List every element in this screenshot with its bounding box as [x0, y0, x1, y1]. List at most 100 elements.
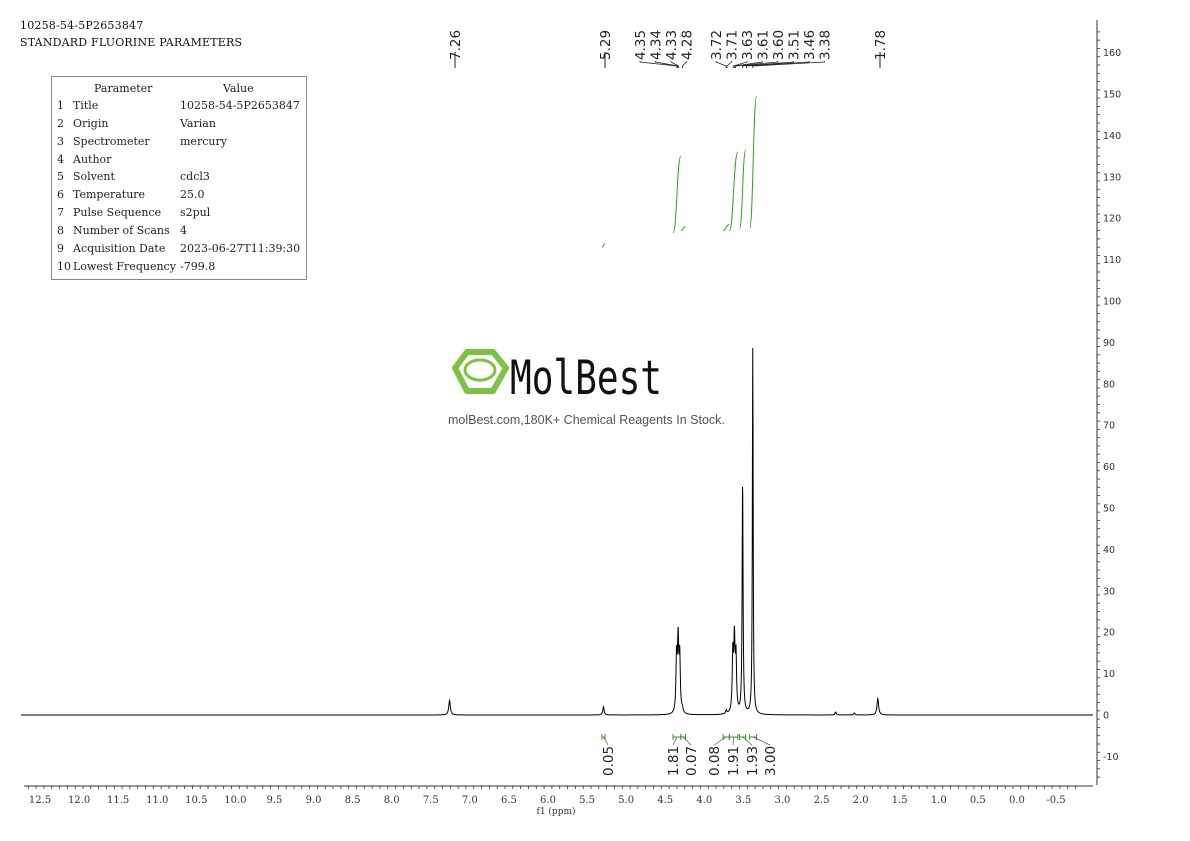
peak-label: 3.60: [771, 30, 787, 60]
x-tick-label: 10.0: [224, 795, 246, 806]
param-name: Pulse Sequence: [73, 206, 162, 219]
benzene-logo-icon: [452, 349, 509, 394]
y-tick-label: 0: [1103, 711, 1109, 722]
y-tick-label: 10: [1103, 669, 1115, 680]
x-tick-label: 9.5: [267, 795, 283, 806]
peak-label: 4.34: [649, 30, 665, 60]
param-name: Title: [73, 99, 99, 112]
param-name: Acquisition Date: [73, 242, 166, 255]
y-tick-label: 120: [1103, 214, 1121, 225]
y-tick-label: 150: [1103, 90, 1121, 101]
y-tick-label: 80: [1103, 379, 1115, 390]
x-tick-label: 4.0: [696, 795, 712, 806]
param-value: Varian: [180, 117, 216, 130]
x-tick-label: 7.5: [423, 795, 439, 806]
peak-leader: [732, 61, 748, 68]
x-tick-label: 4.5: [657, 795, 673, 806]
row-index: 8: [57, 224, 64, 237]
row-index: 9: [57, 242, 64, 255]
integral-leader: [742, 736, 753, 746]
integral-value: 1.93: [745, 746, 761, 776]
param-name: Lowest Frequency: [73, 260, 176, 273]
param-value: cdcl3: [180, 170, 210, 183]
peak-label: 3.63: [740, 30, 756, 60]
integral-curve: [672, 155, 682, 234]
param-value: 25.0: [180, 188, 205, 201]
x-tick-label: 3.0: [775, 795, 791, 806]
peak-leader: [715, 61, 727, 68]
peak-leader: [735, 61, 779, 68]
y-tick-label: 100: [1103, 297, 1121, 308]
x-tick-label: 1.0: [931, 795, 947, 806]
peak-leader: [742, 61, 794, 68]
x-tick-label: 7.0: [462, 795, 478, 806]
row-index: 7: [57, 206, 64, 219]
row-index: 6: [57, 188, 64, 201]
y-tick-label: 70: [1103, 421, 1115, 432]
peak-leader: [752, 61, 825, 68]
col-parameter: Parameter: [94, 82, 153, 95]
row-index: 3: [57, 135, 64, 148]
y-tick-label: 40: [1103, 545, 1115, 556]
peak-label: 4.33: [664, 30, 680, 60]
integral-curve: [749, 95, 758, 230]
x-tick-label: 0.5: [970, 795, 986, 806]
peak-leader: [682, 61, 687, 68]
param-name: Number of Scans: [73, 224, 170, 237]
x-tick-label: 2.0: [853, 795, 869, 806]
integral-value: 3.00: [763, 746, 779, 776]
param-name: Origin: [73, 117, 109, 130]
peak-leader: [639, 61, 678, 68]
x-tick-label: 5.5: [579, 795, 595, 806]
x-tick-label: -0.5: [1046, 795, 1065, 806]
x-tick-label: 12.5: [29, 795, 51, 806]
x-tick-label: 11.0: [146, 795, 168, 806]
brand-name: MolBest: [510, 351, 662, 406]
integral-value: 1.91: [726, 746, 742, 776]
plot-area: 1601501401301201101009080706050403020100…: [21, 20, 1121, 817]
y-tick-label: 160: [1103, 48, 1121, 59]
integral-curve: [722, 223, 730, 232]
peak-label: 7.26: [448, 30, 464, 60]
integral-value: 0.07: [684, 746, 700, 776]
x-tick-label: 11.5: [107, 795, 129, 806]
experiment-title: STANDARD FLUORINE PARAMETERS: [20, 36, 243, 49]
peak-label: 3.51: [787, 30, 803, 60]
row-index: 10: [57, 260, 71, 273]
param-value: 10258-54-5P2653847: [180, 99, 300, 112]
integral-curve: [680, 225, 686, 232]
x-tick-label: 0.0: [1009, 795, 1025, 806]
watermark-tagline: molBest.com,180K+ Chemical Reagents In S…: [448, 413, 725, 427]
x-tick-label: 12.0: [68, 795, 90, 806]
peak-leader: [726, 61, 732, 68]
y-tick-label: 140: [1103, 131, 1121, 142]
x-tick-label: 9.0: [306, 795, 322, 806]
x-tick-label: 3.5: [735, 795, 751, 806]
peak-label: 1.78: [873, 30, 889, 60]
param-name: Temperature: [73, 188, 146, 201]
col-value: Value: [223, 82, 254, 95]
integral-value: 0.05: [601, 746, 617, 776]
param-value: 4: [180, 224, 187, 237]
integral-curve: [738, 149, 747, 230]
peak-leader: [734, 61, 763, 68]
integral-leader: [753, 736, 771, 746]
y-tick-label: 30: [1103, 586, 1115, 597]
param-value: -799.8: [180, 260, 216, 273]
molbest-logo: MolBest: [452, 349, 662, 406]
integral-leader: [682, 736, 692, 746]
integral-leader: [732, 736, 734, 746]
peak-label: 3.71: [725, 30, 741, 60]
y-tick-label: 60: [1103, 462, 1115, 473]
x-tick-label: 1.5: [892, 795, 908, 806]
integral-leader: [713, 736, 727, 746]
param-value: mercury: [180, 135, 227, 148]
y-tick-label: 130: [1103, 172, 1121, 183]
peak-label: 5.29: [598, 30, 614, 60]
param-name: Author: [73, 153, 112, 166]
y-tick-label: 20: [1103, 628, 1115, 639]
y-tick-label: 50: [1103, 504, 1115, 515]
row-index: 4: [57, 153, 64, 166]
y-tick-label: -10: [1103, 752, 1119, 763]
